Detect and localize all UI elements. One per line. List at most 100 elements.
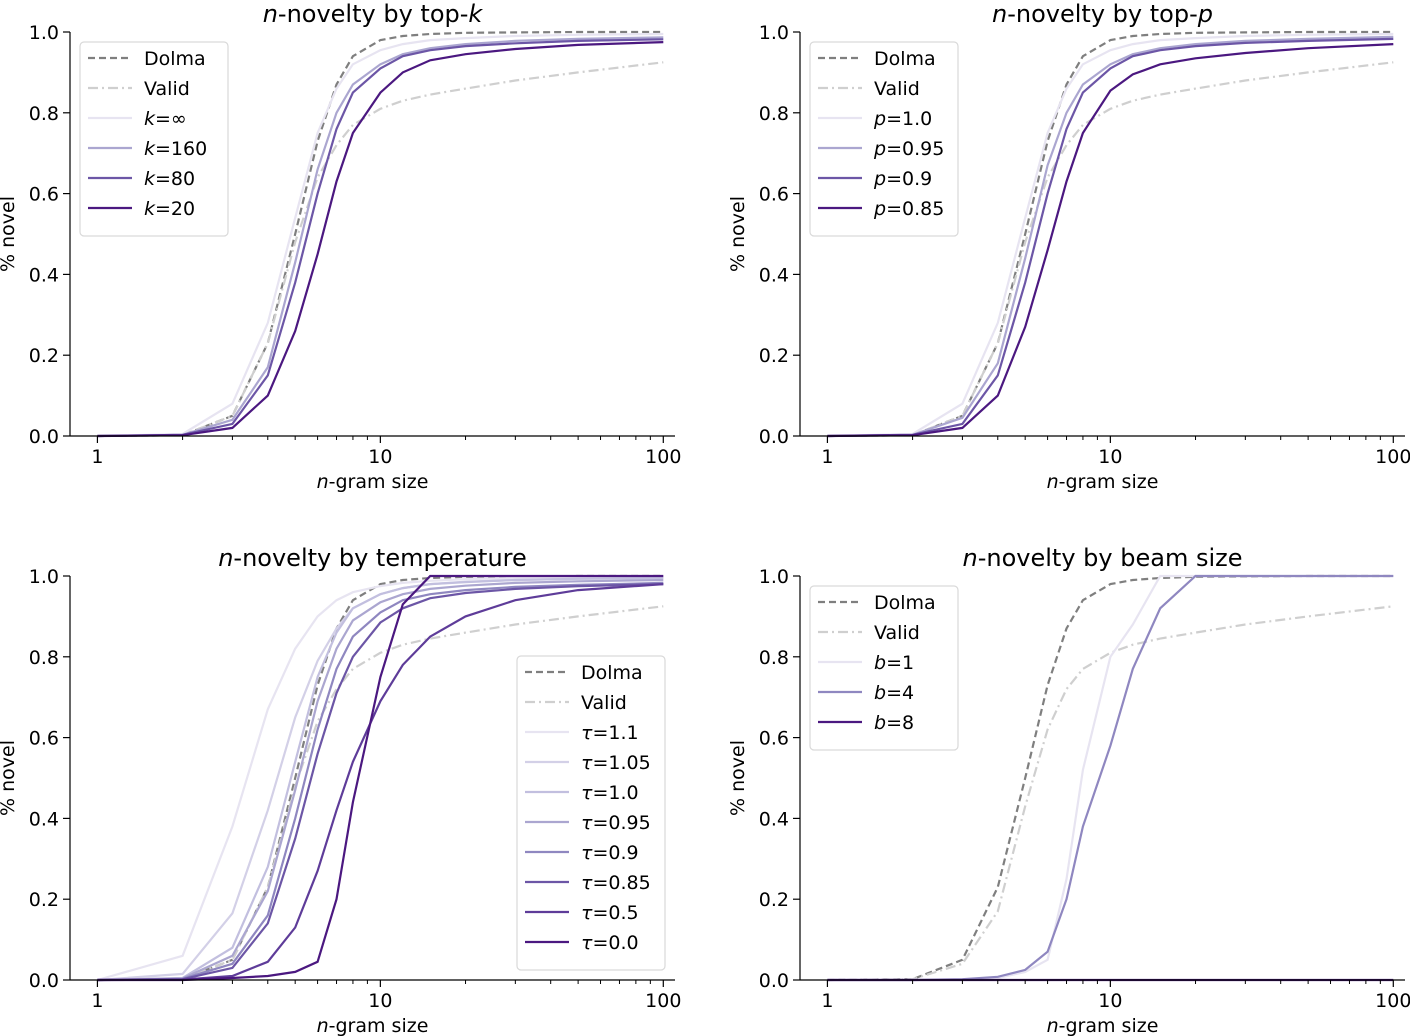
legend-symbol: τ xyxy=(581,812,593,834)
series-line-τ=1.1 xyxy=(97,575,664,982)
legend-value: =0.95 xyxy=(886,138,944,160)
x-tick-label: 100 xyxy=(1375,446,1410,468)
legend-value: =1.0 xyxy=(886,108,932,130)
legend-label: k=160 xyxy=(144,138,207,160)
y-tick-label: 1.0 xyxy=(29,566,59,588)
x-axis-label: n-gram size xyxy=(1047,1015,1159,1036)
series-line-p=0.85 xyxy=(827,43,1394,438)
legend-value: =160 xyxy=(155,138,207,160)
series-line-τ=0.85 xyxy=(97,583,664,982)
legend-symbol: τ xyxy=(581,872,593,894)
series-line-p=0.95 xyxy=(827,35,1394,438)
legend-symbol: k xyxy=(144,108,156,130)
y-tick-label: 0.6 xyxy=(759,184,789,206)
y-tick-label: 0.6 xyxy=(29,184,59,206)
legend-symbol: k xyxy=(144,138,156,160)
x-tick-label: 100 xyxy=(645,446,681,468)
legend-value: =20 xyxy=(155,198,195,220)
y-tick-label: 1.0 xyxy=(759,22,789,44)
y-tick-label: 0.2 xyxy=(759,889,789,911)
legend-frame xyxy=(809,585,959,751)
legend-symbol: τ xyxy=(581,932,593,954)
legend-label: b=4 xyxy=(874,682,914,704)
x-tick-label: 1 xyxy=(821,990,833,1012)
legend-value: =1.05 xyxy=(592,752,650,774)
series-lines xyxy=(97,574,664,982)
series-line-τ=0.0 xyxy=(97,574,664,982)
legend-value: =80 xyxy=(155,168,195,190)
legend-label: τ=0.0 xyxy=(581,932,639,954)
legend-symbol: k xyxy=(144,198,156,220)
legend-value: Valid xyxy=(874,78,920,100)
legend-label: Dolma xyxy=(581,662,643,684)
legend-label: Valid xyxy=(874,622,920,644)
legend-label: p=1.0 xyxy=(873,108,932,130)
x-tick-label: 10 xyxy=(1098,446,1122,468)
legend-symbol: b xyxy=(874,652,886,674)
legend-value: Dolma xyxy=(874,48,936,70)
x-tick-label: 1 xyxy=(91,446,103,468)
chart-title: n-novelty by top-p xyxy=(992,0,1213,28)
x-tick-label: 10 xyxy=(368,990,392,1012)
legend-symbol: p xyxy=(873,168,886,190)
legend-label: τ=1.05 xyxy=(581,752,651,774)
series-line-k=80 xyxy=(97,38,664,438)
series-line-b=4 xyxy=(827,574,1394,982)
legend-value: =1 xyxy=(886,652,914,674)
chart-panel-3: n-novelty by temperature 1 10 100 0.0 0.2 0.4 0… xyxy=(0,544,681,1036)
legend-label: Valid xyxy=(874,78,920,100)
legend-value: =0.9 xyxy=(886,168,932,190)
series-line-τ=1.0 xyxy=(97,576,664,982)
legend-label: k=80 xyxy=(144,168,195,190)
legend-label: Dolma xyxy=(874,592,936,614)
y-tick-label: 0.4 xyxy=(29,808,59,830)
legend-frame xyxy=(516,655,666,971)
legend-label: p=0.95 xyxy=(873,138,944,160)
legend-frame xyxy=(809,41,959,237)
legend-value: Dolma xyxy=(874,592,936,614)
series-line-k=160 xyxy=(97,36,664,438)
legend-label: Valid xyxy=(144,78,190,100)
y-tick-label: 0.6 xyxy=(29,728,59,750)
legend-value: =0.95 xyxy=(592,812,650,834)
legend-label: τ=0.9 xyxy=(581,842,639,864)
y-tick-label: 0.8 xyxy=(29,647,59,669)
series-line-Valid xyxy=(97,61,664,438)
legend-symbol: τ xyxy=(581,752,593,774)
series-line-τ=0.9 xyxy=(97,581,664,982)
legend-label: b=1 xyxy=(874,652,914,674)
chart-title: n-novelty by temperature xyxy=(218,544,527,572)
legend-value: Valid xyxy=(144,78,190,100)
legend-symbol: p xyxy=(873,108,886,130)
legend-label: τ=0.85 xyxy=(581,872,651,894)
legend-label: τ=0.5 xyxy=(581,902,639,924)
legend-value: =4 xyxy=(886,682,914,704)
x-tick-label: 100 xyxy=(1375,990,1410,1012)
series-line-τ=0.5 xyxy=(97,583,664,982)
y-tick-label: 0.8 xyxy=(759,103,789,125)
chart-title: n-novelty by top-k xyxy=(263,0,484,28)
series-lines xyxy=(827,30,1394,438)
legend-label: Valid xyxy=(581,692,627,714)
legend-symbol: τ xyxy=(581,782,593,804)
y-tick-label: 0.0 xyxy=(759,426,789,448)
legend-symbol: τ xyxy=(581,722,593,744)
y-tick-label: 0.4 xyxy=(29,264,59,286)
x-tick-label: 1 xyxy=(821,446,833,468)
legend-symbol: k xyxy=(144,168,156,190)
legend-symbol: p xyxy=(873,138,886,160)
y-tick-label: 1.0 xyxy=(759,566,789,588)
y-axis-label: % novel xyxy=(0,196,19,272)
legend-value: Dolma xyxy=(581,662,643,684)
legend-label: τ=1.0 xyxy=(581,782,639,804)
y-tick-label: 0.0 xyxy=(29,970,59,992)
chart-panel-2: n-novelty by top-p 1 10 100 0.0 0.2 0.4 0.6 0.8 1… xyxy=(727,0,1410,493)
y-tick-label: 0.2 xyxy=(29,345,59,367)
series-line-Valid xyxy=(827,61,1394,438)
series-lines xyxy=(97,30,664,438)
legend-symbol: p xyxy=(873,198,886,220)
